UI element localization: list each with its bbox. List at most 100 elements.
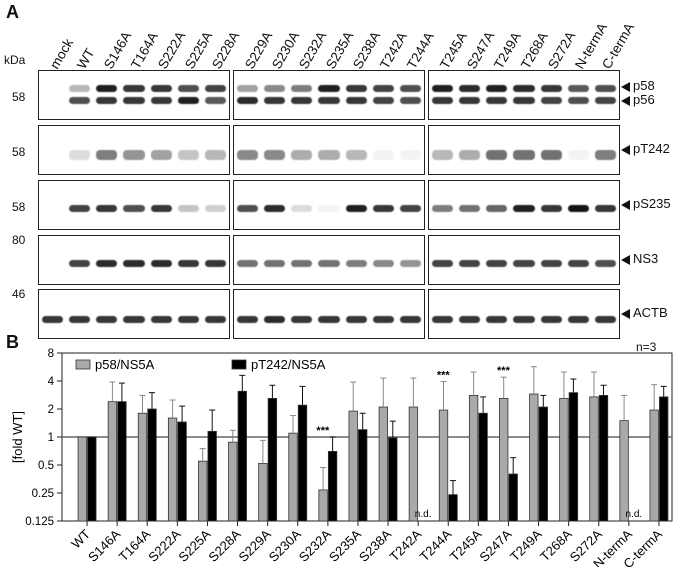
band <box>96 97 118 104</box>
band <box>486 260 508 267</box>
band <box>432 97 454 104</box>
band <box>540 205 562 212</box>
bar-p58 <box>318 489 328 522</box>
band <box>540 260 562 267</box>
band-label: NS3 <box>633 251 659 266</box>
band <box>567 205 589 212</box>
bar-pt242 <box>538 406 548 522</box>
band-arrow-icon <box>621 200 630 210</box>
bar-pt242 <box>147 408 157 522</box>
band <box>237 150 259 160</box>
blot-actb-group-2 <box>233 289 425 339</box>
band <box>399 260 421 267</box>
band-label: ACTB <box>633 305 668 320</box>
band <box>291 316 313 323</box>
band <box>486 316 508 323</box>
band <box>432 85 454 92</box>
band <box>177 97 199 104</box>
band <box>486 97 508 104</box>
band <box>237 316 259 323</box>
blot-ps235-group-1 <box>38 180 230 230</box>
band <box>594 260 616 267</box>
bar-pt242 <box>478 412 488 522</box>
band <box>264 205 286 212</box>
molecular-weight-marker: 58 <box>12 90 26 104</box>
band <box>318 260 340 267</box>
band <box>69 97 91 104</box>
band <box>150 260 172 267</box>
molecular-weight-marker: 58 <box>12 145 26 159</box>
band <box>123 150 145 160</box>
blot-pt242-group-3 <box>428 125 620 175</box>
band <box>177 316 199 323</box>
y-tick-label: 1 <box>48 432 54 444</box>
y-tick-label: 0.125 <box>25 516 54 528</box>
band <box>540 316 562 323</box>
y-tick-label: 0.25 <box>32 488 54 500</box>
band <box>237 205 259 212</box>
band <box>264 97 286 104</box>
band <box>459 85 481 92</box>
band <box>150 97 172 104</box>
bar-p58 <box>408 406 419 522</box>
blot-ns3-group-3 <box>428 235 620 285</box>
band <box>486 205 508 212</box>
band <box>399 205 421 212</box>
band <box>42 316 64 323</box>
band <box>399 150 421 160</box>
bar-pt242 <box>448 494 458 522</box>
band-arrow-icon <box>621 96 630 106</box>
band <box>123 85 145 92</box>
band <box>264 260 286 267</box>
band <box>459 316 481 323</box>
band-arrow-icon <box>621 255 630 265</box>
x-tick-label: S222A <box>145 526 183 564</box>
band <box>594 150 616 160</box>
band <box>567 260 589 267</box>
band <box>540 85 562 92</box>
bar-p58 <box>529 393 539 522</box>
bar-pt242 <box>297 404 308 522</box>
band <box>318 205 340 212</box>
bar-p58 <box>499 398 509 522</box>
band <box>291 205 313 212</box>
bar-p58 <box>378 406 388 522</box>
x-tick-label: S238A <box>356 526 394 564</box>
band <box>237 260 259 267</box>
band <box>594 316 616 323</box>
significance-label: *** <box>497 365 511 377</box>
blot-pt242-group-2 <box>233 125 425 175</box>
band-arrow-icon <box>621 309 630 319</box>
band <box>513 316 535 323</box>
panel-a-letter: A <box>6 2 19 22</box>
band <box>345 150 367 160</box>
band <box>318 150 340 160</box>
band <box>96 85 118 92</box>
band <box>345 97 367 104</box>
molecular-weight-marker: 80 <box>12 233 26 247</box>
band <box>540 150 562 160</box>
bar-p58 <box>77 436 87 522</box>
blot-pt242-group-1 <box>38 125 230 175</box>
band <box>513 150 535 160</box>
band <box>204 150 226 160</box>
band <box>69 260 91 267</box>
bar-pt242 <box>237 390 247 522</box>
band <box>318 85 340 92</box>
band <box>594 205 616 212</box>
band <box>69 205 91 212</box>
bar-p58 <box>619 420 629 522</box>
band <box>345 85 367 92</box>
band <box>204 85 226 92</box>
band <box>372 205 394 212</box>
x-tick-label: S247A <box>476 526 514 564</box>
x-tick-label: T249A <box>507 526 545 564</box>
band <box>594 97 616 104</box>
band <box>123 316 145 323</box>
band-arrow-icon <box>621 145 630 155</box>
bar-pt242 <box>117 401 127 522</box>
bar-pt242 <box>598 395 609 522</box>
band <box>567 85 589 92</box>
band <box>594 85 616 92</box>
